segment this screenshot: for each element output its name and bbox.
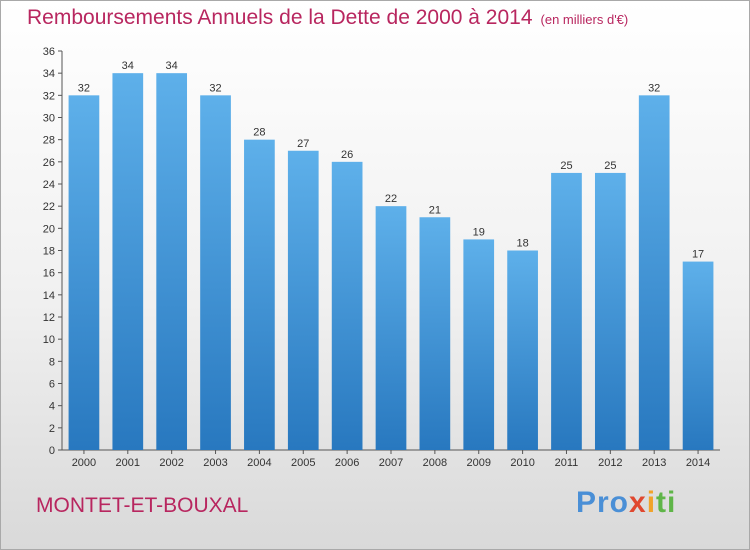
- x-tick-label: 2007: [379, 457, 403, 469]
- bar-2009: [463, 239, 495, 450]
- x-tick-label: 2013: [642, 457, 666, 469]
- y-tick-label: 2: [49, 423, 55, 435]
- x-tick-label: 2000: [72, 457, 96, 469]
- bar-2011: [551, 172, 582, 450]
- y-tick-label: 24: [43, 179, 55, 191]
- bar-value-label: 32: [78, 82, 90, 94]
- bar-value-label: 34: [122, 60, 134, 72]
- location-name: MONTET-ET-BOUXAL: [36, 494, 249, 517]
- bars: 32 34 34 32 28 27 26 22 21 19 18 25 25 32 17: [68, 60, 714, 451]
- x-tick-label: 2004: [247, 457, 271, 469]
- title-text: Remboursements Annuels de la Dette de 20…: [27, 6, 533, 29]
- bar-value-label: 17: [692, 249, 704, 261]
- bar-2007: [375, 206, 407, 450]
- y-tick-label: 20: [43, 223, 55, 235]
- x-tick-label: 2014: [686, 457, 710, 469]
- bar-value-label: 27: [297, 138, 309, 150]
- chart-title: Remboursements Annuels de la Dette de 20…: [27, 6, 628, 30]
- proxiti-logo: Proxiti: [576, 486, 676, 520]
- y-tick-label: 22: [43, 201, 55, 213]
- bar-2013: [638, 95, 670, 450]
- x-tick-label: 2001: [116, 457, 140, 469]
- y-tick-label: 4: [49, 401, 55, 413]
- y-tick-label: 8: [49, 356, 55, 368]
- chart-subtitle: (en milliers d'€): [540, 12, 629, 27]
- y-tick-label: 6: [49, 379, 55, 391]
- bar-value-label: 32: [209, 82, 221, 94]
- x-tick-label: 2002: [159, 457, 183, 469]
- y-tick-label: 26: [43, 157, 55, 169]
- y-tick-label: 32: [43, 90, 55, 102]
- bar-value-label: 25: [604, 160, 616, 172]
- bar-2014: [682, 261, 714, 450]
- y-tick-label: 34: [43, 68, 55, 80]
- bar-value-label: 19: [473, 226, 485, 238]
- bar-2010: [507, 250, 538, 450]
- bar-value-label: 25: [560, 160, 572, 172]
- bar-value-label: 18: [516, 238, 528, 250]
- logo-part-4: ti: [656, 486, 677, 519]
- logo-part-1: Pro: [576, 486, 630, 519]
- logo-part-2: x: [629, 486, 647, 519]
- y-tick-label: 16: [43, 268, 55, 280]
- bar-2000: [68, 95, 100, 450]
- y-tick-label: 36: [43, 46, 55, 58]
- x-tick-label: 2010: [510, 457, 534, 469]
- y-tick-label: 12: [43, 312, 55, 324]
- y-tick-label: 30: [43, 113, 55, 125]
- bar-2001: [112, 73, 144, 451]
- bar-2002: [156, 73, 188, 451]
- y-tick-label: 18: [43, 246, 55, 258]
- bar-2005: [287, 150, 319, 450]
- y-tick-label: 0: [49, 445, 55, 457]
- bar-2006: [331, 161, 363, 451]
- x-tick-label: 2012: [598, 457, 622, 469]
- x-tick-label: 2008: [423, 457, 447, 469]
- bar-2012: [594, 172, 626, 450]
- bar-2008: [419, 217, 451, 450]
- y-tick-label: 14: [43, 290, 55, 302]
- x-tick-label: 2005: [291, 457, 315, 469]
- bar-2003: [200, 95, 231, 450]
- bar-value-label: 28: [253, 127, 265, 139]
- x-tick-label: 2011: [555, 457, 579, 469]
- bar-value-label: 21: [429, 204, 441, 216]
- bar-value-label: 22: [385, 193, 397, 205]
- bar-value-label: 32: [648, 82, 660, 94]
- y-tick-label: 28: [43, 135, 55, 147]
- x-tick-label: 2003: [203, 457, 227, 469]
- bar-value-label: 26: [341, 149, 353, 161]
- bar-2004: [244, 139, 275, 450]
- y-tick-label: 10: [43, 334, 55, 346]
- logo-part-3: i: [646, 486, 657, 519]
- x-tick-label: 2009: [466, 457, 490, 469]
- x-tick-label: 2006: [335, 457, 359, 469]
- bar-value-label: 34: [166, 60, 178, 72]
